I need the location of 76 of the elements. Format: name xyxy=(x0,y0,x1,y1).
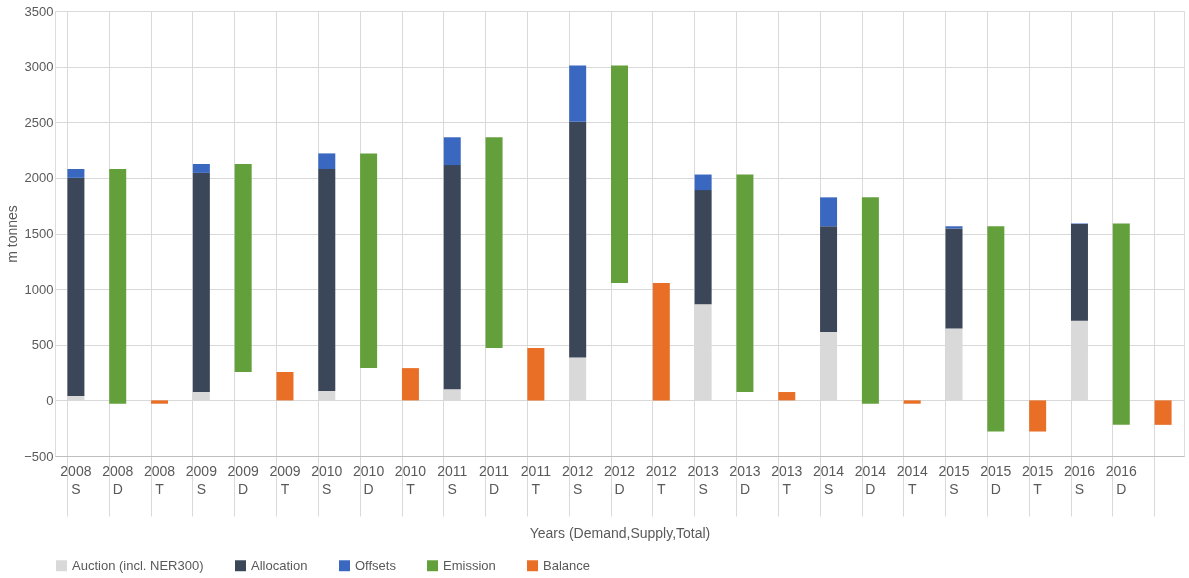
x-axis-title: Years (Demand,Supply,Total) xyxy=(529,525,711,541)
bar xyxy=(234,163,252,373)
x-tick-label: 2015 T xyxy=(1022,462,1054,497)
x-tick-label: 2012 S xyxy=(562,462,594,497)
x-tick-label: 2013 S xyxy=(687,462,719,497)
bar xyxy=(694,190,712,305)
y-tick-label: 3500 xyxy=(24,3,54,19)
x-tick-label: 2010 T xyxy=(394,462,427,497)
bar xyxy=(903,400,921,404)
bar xyxy=(192,163,210,173)
y-tick-label: 1000 xyxy=(24,281,54,297)
x-tick-label: 2008 S xyxy=(60,462,92,497)
legend-label: Auction (incl. NER300) xyxy=(72,557,204,573)
bar xyxy=(945,228,963,329)
bar xyxy=(67,177,85,396)
bar xyxy=(443,165,461,390)
bar xyxy=(611,65,628,284)
bar xyxy=(192,172,210,393)
y-tick-label: −500 xyxy=(24,448,54,464)
bar xyxy=(1029,400,1047,432)
x-tick-label: 2013 D xyxy=(729,462,761,497)
x-tick-label: 2010 D xyxy=(353,462,385,497)
x-tick-label: 2010 S xyxy=(311,462,343,497)
x-tick-label: 2011 D xyxy=(479,462,510,497)
bar xyxy=(401,368,419,401)
y-tick-label: 1500 xyxy=(24,226,54,241)
bar xyxy=(318,153,336,169)
legend-label: Emission xyxy=(443,557,496,573)
x-tick-label: 2016 S xyxy=(1063,462,1096,497)
bar xyxy=(694,174,712,191)
x-tick-label: 2012 D xyxy=(603,462,636,497)
bar xyxy=(652,283,670,401)
bar xyxy=(987,226,1005,432)
x-tick-label: 2012 T xyxy=(645,462,678,497)
bar xyxy=(67,168,85,178)
bar xyxy=(736,174,754,393)
bar xyxy=(820,226,838,332)
bar xyxy=(1112,223,1130,425)
bar xyxy=(820,197,838,227)
bar xyxy=(485,137,503,349)
y-tick-label: 2500 xyxy=(24,114,54,130)
x-tick-label: 2009 T xyxy=(269,462,301,497)
legend-label: Allocation xyxy=(251,557,308,573)
x-tick-label: 2014 S xyxy=(813,462,845,497)
x-tick-label: 2009 S xyxy=(185,462,218,497)
bar xyxy=(109,168,127,404)
x-tick-label: 2011 T xyxy=(520,462,552,497)
x-tick-label: 2016 D xyxy=(1105,462,1138,497)
legend-label: Balance xyxy=(543,557,590,573)
bar xyxy=(360,153,378,369)
y-tick-label: 2000 xyxy=(24,170,54,186)
x-tick-label: 2015 D xyxy=(980,462,1012,497)
bar xyxy=(276,372,294,401)
y-tick-label: 0 xyxy=(46,392,54,408)
y-tick-label: 500 xyxy=(31,337,54,353)
bar xyxy=(861,197,879,404)
bar xyxy=(778,392,796,401)
bar xyxy=(527,348,545,401)
bar xyxy=(1070,224,1088,321)
bar xyxy=(569,65,587,122)
bar xyxy=(443,137,461,166)
x-tick-label: 2014 D xyxy=(854,462,887,497)
bar xyxy=(1154,400,1172,425)
x-tick-label: 2013 T xyxy=(771,462,803,497)
x-tick-label: 2008 D xyxy=(102,462,134,497)
y-axis-title: m tonnes xyxy=(4,205,21,263)
x-tick-label: 2014 T xyxy=(896,462,928,497)
bar xyxy=(318,168,336,391)
bar xyxy=(151,400,169,404)
x-tick-label: 2009 D xyxy=(227,462,259,497)
y-tick-label: 3000 xyxy=(24,59,54,75)
x-tick-label: 2015 S xyxy=(938,462,970,497)
x-tick-label: 2011 S xyxy=(437,462,468,497)
x-tick-label: 2008 T xyxy=(143,462,176,497)
legend-label: Offsets xyxy=(355,557,397,573)
bar xyxy=(569,121,587,358)
